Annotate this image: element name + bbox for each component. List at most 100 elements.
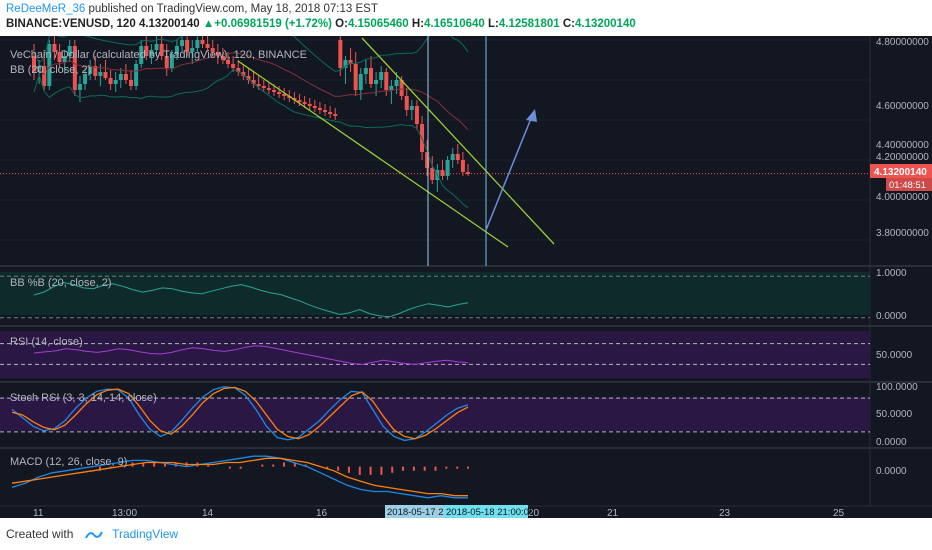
rsi-band-fill [0,331,870,378]
bbp-band-fill [0,272,870,315]
candle-body [358,74,363,90]
created-with-label: Created with [6,527,74,541]
candle-body [414,106,419,124]
high-label: H: [411,18,425,30]
publish-info: published on TradingView.com, May 18, 20… [85,3,378,15]
candle-body [363,68,368,74]
bbp-legend-label: BB %B (20, close, 2) [10,277,112,289]
chart-canvas[interactable]: VeChain / Dollar (calculated by TradingV… [0,36,932,518]
footer: Created with TradingView [6,527,178,541]
candle-body [134,64,139,86]
price-tick: 4.20000000 [876,152,929,163]
close-value: 4.13200140 [574,18,636,30]
candle-body [32,56,36,72]
current-price-badge [870,164,932,178]
candle-body [77,84,82,90]
macd-signal-line [11,457,468,497]
projection-arrow-head [526,109,537,122]
bb-upper-band [33,36,469,72]
candle-body [113,80,118,84]
stoch-pane[interactable] [0,386,870,442]
candle-body [312,106,317,108]
candle-body [67,46,72,56]
candle-body [440,170,445,176]
candle-body [185,40,190,52]
open-value: 4.15065460 [347,18,409,30]
time-tick: 14 [202,508,214,518]
candle-body [307,104,312,106]
candle-body [445,160,450,176]
price-tick: 4.40000000 [876,140,929,151]
candle-body [277,92,282,94]
candle-body [394,80,399,86]
candle-body [261,86,266,88]
candle-body [450,154,455,160]
time-highlight-badge [444,505,528,518]
candle-body [129,80,134,86]
symbol-legend: BINANCE:VENUSD, 120 4.13200140 ▲+0.06981… [6,18,636,30]
current-price-label: 4.13200140 [874,167,927,178]
candle-body [338,40,343,68]
candle-body [323,110,328,112]
candle-body [425,152,430,168]
time-tick: 23 [719,508,731,518]
candle-body [103,72,108,78]
candle-body [348,60,353,64]
author-link[interactable]: ReDeeMeR_36 [6,3,86,15]
candle-body [123,74,128,80]
candle-body [200,40,205,44]
rsi-legend-label: RSI (14, close) [10,336,83,348]
rsi-pane[interactable] [0,343,870,365]
price-tick: 4.80000000 [876,37,929,48]
candle-body [215,52,220,56]
high-value: 4.16510640 [424,18,485,30]
bbp-pane[interactable] [0,275,870,319]
time-highlight-label: 2018-05-18 21:00:00 [446,507,534,518]
stoch-k-line [11,386,469,442]
price-change: +0.06981519 (+1.72%) [214,18,332,30]
candle-body [271,90,276,92]
candle-body [399,80,404,96]
macd-legend-label: MACD (12, 26, close, 9) [10,456,127,468]
candle-body [174,46,179,54]
candle-body [144,46,149,56]
candle-body [333,114,338,116]
candle-body [256,84,261,86]
candle-body [52,44,57,52]
candle-body [368,68,373,84]
rsi-axis-tick: 50.0000 [876,350,913,361]
candle-body [236,68,241,72]
candle-body [57,52,62,62]
chart-area[interactable]: VeChain / Dollar (calculated by TradingV… [0,36,932,518]
macd-line [11,455,468,499]
time-tick: 16 [316,508,328,518]
time-tick: 21 [607,508,619,518]
candle-body [282,94,287,96]
candle-body [266,88,271,90]
candle-body [246,76,251,80]
main-pane[interactable] [0,36,870,266]
macd-pane[interactable] [11,455,469,499]
open-label: O: [335,18,348,30]
stoch-legend-label: Stoch RSI (3, 3, 14, 14, close) [10,392,157,404]
candle-body [154,44,159,50]
rsi-series-line [33,345,469,365]
candle-body [149,50,154,56]
candle-body [455,154,460,160]
bb-lower-band [33,69,469,209]
candle-body [205,44,210,48]
tradingview-brand-link[interactable]: TradingView [112,527,179,541]
candle-body [210,48,215,52]
candle-body [374,80,379,84]
candle-body [72,46,77,90]
publish-line: ReDeeMeR_36 published on TradingView.com… [6,3,378,15]
candle-body [241,72,246,76]
symbol-name[interactable]: BINANCE:VENUSD, 120 [6,18,136,30]
time-tick: 25 [833,508,845,518]
time-tick: 11 [33,508,44,518]
price-tick: 3.80000000 [876,228,929,239]
main-pane-title: VeChain / Dollar (calculated by TradingV… [10,49,307,61]
candle-body [47,44,52,86]
stoch-axis-tick: 100.0000 [876,382,918,393]
candle-body [328,112,333,114]
